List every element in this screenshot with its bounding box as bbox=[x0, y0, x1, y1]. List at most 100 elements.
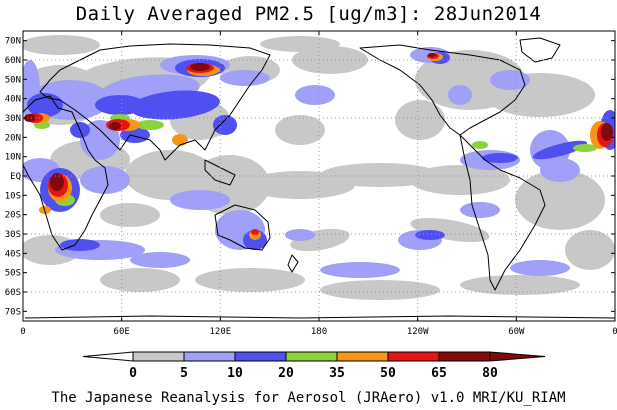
pm25-patch-10-20 bbox=[170, 190, 230, 210]
pm25-patch-50-65 bbox=[172, 134, 188, 146]
antarctica-coastline bbox=[24, 315, 615, 319]
pm25-patch-20-35 bbox=[60, 239, 100, 251]
lon-tick-label: 120W bbox=[407, 327, 429, 337]
legend-tick-label: 35 bbox=[329, 366, 345, 381]
pm25-patch-5-10 bbox=[100, 203, 160, 227]
coastlines bbox=[23, 37, 615, 319]
map-gridlines bbox=[23, 31, 615, 321]
legend-swatch-0-5 bbox=[132, 351, 185, 362]
pm25-patch-5-10 bbox=[260, 36, 340, 52]
north-america-coastline bbox=[359, 44, 526, 136]
pm25-patch-10-20 bbox=[285, 229, 315, 241]
new-zealand-coastline bbox=[287, 254, 299, 273]
pm25-patch-80-plus bbox=[109, 122, 121, 130]
pm25-patch-10-20 bbox=[490, 70, 530, 90]
lat-tick-label: 40N bbox=[5, 95, 21, 105]
lat-tick-label: EQ bbox=[10, 172, 21, 182]
lat-tick-label: 50N bbox=[5, 75, 21, 85]
pm25-patch-80-plus bbox=[24, 114, 36, 122]
legend-tick-label: 80 bbox=[482, 366, 498, 381]
lat-tick-label: 50S bbox=[5, 269, 21, 279]
legend-swatch-5-10 bbox=[183, 351, 236, 362]
pm25-patch-80-plus bbox=[428, 53, 436, 57]
lon-tick-label: 60E bbox=[114, 327, 130, 337]
lat-tick-label: 10N bbox=[5, 153, 21, 163]
legend-swatch-35-50 bbox=[336, 351, 389, 362]
legend-tick-label: 10 bbox=[227, 366, 243, 381]
pm25-patch-5-10 bbox=[515, 170, 605, 230]
lat-tick-label: 70S bbox=[5, 307, 21, 317]
pm25-patch-5-10 bbox=[275, 115, 325, 145]
pm25-patch-5-10 bbox=[23, 35, 100, 55]
lon-tick-label: 180 bbox=[311, 327, 327, 337]
data-credit: The Japanese Reanalysis for Aerosol (JRA… bbox=[51, 390, 566, 406]
lat-tick-label: 40S bbox=[5, 249, 21, 259]
pm25-patch-20-35 bbox=[213, 115, 237, 135]
pm25-patch-5-10 bbox=[292, 46, 368, 74]
pm25-patch-35-50 bbox=[573, 144, 597, 152]
legend-tick-label: 5 bbox=[180, 366, 188, 381]
pm25-patch-10-20 bbox=[448, 85, 472, 105]
pm25-patch-5-10 bbox=[195, 268, 305, 292]
pm25-patch-35-50 bbox=[136, 120, 164, 130]
legend-tick-label: 50 bbox=[380, 366, 396, 381]
pm25-patch-20-35 bbox=[415, 230, 445, 240]
lat-tick-label: 20S bbox=[5, 211, 21, 221]
pm25-patch-5-10 bbox=[410, 165, 510, 195]
lat-tick-label: 20N bbox=[5, 133, 21, 143]
maritime-continent-coastline bbox=[204, 159, 236, 186]
pm25-patch-10-20 bbox=[320, 262, 400, 278]
legend-swatch-10-20 bbox=[234, 351, 287, 362]
pm25-patch-10-20 bbox=[510, 260, 570, 276]
pm25-patch-5-10 bbox=[320, 163, 440, 187]
pm25-patch-80-plus bbox=[190, 63, 210, 71]
lat-tick-label: 30S bbox=[5, 230, 21, 240]
south-america-coastline bbox=[459, 134, 546, 291]
lon-tick-label: 120E bbox=[209, 327, 231, 337]
pm25-patch-5-10 bbox=[395, 100, 445, 140]
pm25-patch-10-20 bbox=[130, 252, 190, 268]
lon-tick-label: 60W bbox=[508, 327, 525, 337]
legend-swatch-below-0 bbox=[82, 351, 134, 362]
lon-tick-label: 0 bbox=[612, 327, 617, 337]
map-title: Daily Averaged PM2.5 [ug/m3]: 28Jun2014 bbox=[75, 3, 542, 25]
africa-coastline bbox=[23, 95, 109, 251]
pm25-patch-10-20 bbox=[295, 85, 335, 105]
pm25-patch-35-50 bbox=[472, 141, 488, 149]
lat-tick-label: 60S bbox=[5, 288, 21, 298]
pm25-patch-20-35 bbox=[95, 95, 145, 115]
pm25-patch-5-10 bbox=[565, 230, 615, 270]
pm25-patch-10-20 bbox=[540, 158, 580, 182]
color-legend: 0 5 10 20 35 50 65 80 bbox=[82, 351, 546, 381]
lat-tick-label: 70N bbox=[5, 37, 21, 47]
australia-coastline bbox=[214, 204, 271, 251]
pm25-patch-80-plus bbox=[50, 173, 64, 191]
pm25-patch-80-plus bbox=[601, 123, 613, 141]
pm25-patch-10-20 bbox=[460, 202, 500, 218]
lon-tick-label: 0 bbox=[20, 327, 25, 337]
pm25-patch-5-10 bbox=[320, 280, 440, 300]
pm25-patch-10-20 bbox=[80, 166, 130, 194]
latitude-axis: 70N 60N 50N 40N 30N 20N 10N EQ 10S 20S 30S 40S 50S 60… bbox=[5, 37, 615, 317]
legend-swatch-65-80 bbox=[438, 351, 491, 362]
pm25-patch-65-80 bbox=[251, 229, 259, 235]
pm25-patch-20-35 bbox=[130, 90, 220, 120]
legend-swatch-above-80 bbox=[489, 351, 546, 362]
map-plot-area bbox=[22, 30, 616, 322]
pm25-patch-20-35 bbox=[532, 140, 588, 160]
pm25-patch-10-20 bbox=[220, 70, 270, 86]
lat-tick-label: 60N bbox=[5, 56, 21, 66]
legend-tick-label: 0 bbox=[129, 366, 137, 381]
greenland-coastline bbox=[519, 37, 561, 63]
legend-swatch-20-35 bbox=[285, 351, 338, 362]
eurasia-coastline bbox=[39, 43, 271, 161]
legend-tick-label: 65 bbox=[431, 366, 447, 381]
pm25-patch-5-10 bbox=[100, 268, 180, 292]
pm25-patch-20-35 bbox=[482, 153, 518, 163]
pm25-patch-35-50 bbox=[34, 121, 50, 129]
pm25-patch-5-10 bbox=[410, 217, 490, 243]
lat-tick-label: 10S bbox=[5, 191, 21, 201]
lat-tick-label: 30N bbox=[5, 114, 21, 124]
legend-swatch-50-65 bbox=[387, 351, 440, 362]
